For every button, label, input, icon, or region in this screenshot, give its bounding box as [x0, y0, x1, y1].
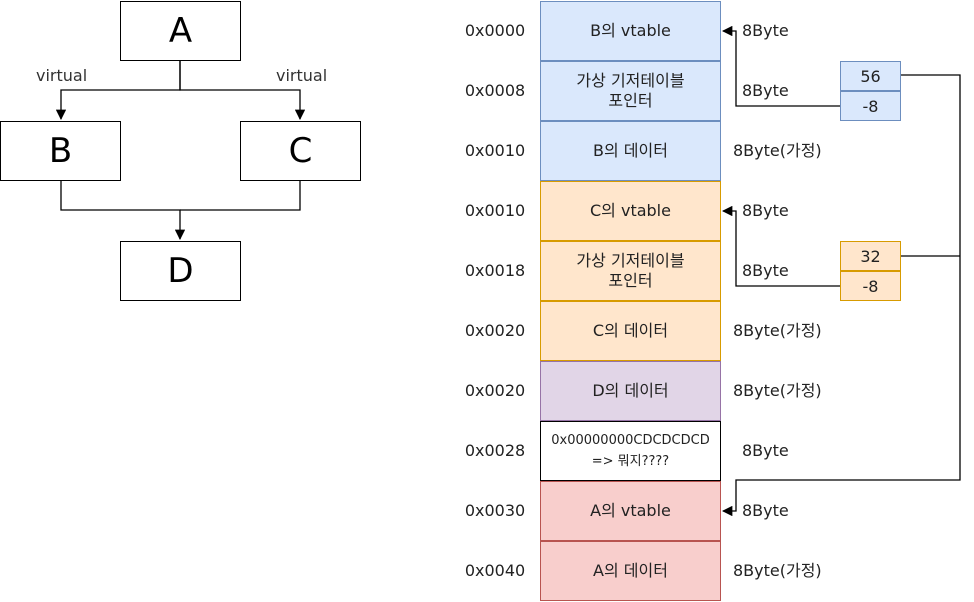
address-label: 0x0008 — [464, 81, 526, 100]
address-label: 0x0010 — [464, 141, 526, 160]
memory-cell-a-vtable: A의 vtable — [540, 481, 721, 541]
address-label: 0x0030 — [464, 501, 526, 520]
size-label: 8Byte — [742, 81, 789, 100]
class-c-box: C — [240, 121, 361, 181]
size-label: 8Byte — [742, 441, 789, 460]
memory-cell-c-data: C의 데이터 — [540, 301, 721, 361]
size-label: 8Byte — [742, 501, 789, 520]
edge-vbtable-c-back — [721, 205, 840, 287]
vbtable-c-offset-cell: 32 — [840, 241, 901, 271]
edge-c-to-d — [180, 181, 301, 211]
class-a-label: A — [168, 11, 193, 51]
memory-cell-b-vtable: B의 vtable — [540, 1, 721, 61]
memory-cell-b-vbptr: 가상 기저테이블 포인터 — [540, 61, 721, 121]
edge-a-to-c — [179, 61, 306, 121]
memory-cell-d-data: D의 데이터 — [540, 361, 721, 421]
size-label: 8Byte — [742, 201, 789, 220]
edge-offset-56-to-a — [721, 74, 961, 517]
class-b-label: B — [48, 131, 73, 171]
vbtable-b-self-cell: -8 — [840, 91, 901, 121]
virtual-label-left: virtual — [36, 66, 88, 85]
vbtable-c-self-cell: -8 — [840, 271, 901, 301]
address-label: 0x0010 — [464, 201, 526, 220]
address-label: 0x0020 — [464, 321, 526, 340]
class-a-box: A — [120, 1, 241, 61]
class-d-label: D — [167, 251, 194, 291]
memory-cell-c-vtable: C의 vtable — [540, 181, 721, 241]
size-label: 8Byte — [742, 261, 789, 280]
class-b-box: B — [0, 121, 121, 181]
address-label: 0x0020 — [464, 381, 526, 400]
address-label: 0x0028 — [464, 441, 526, 460]
size-label: 8Byte(가정) — [733, 141, 822, 160]
address-label: 0x0040 — [464, 561, 526, 580]
size-label: 8Byte(가정) — [733, 561, 822, 580]
edge-b-to-d — [60, 181, 186, 241]
memory-cell-unknown: 0x00000000CDCDCDCD => 뭐지???? — [540, 421, 721, 481]
memory-cell-b-data: B의 데이터 — [540, 121, 721, 181]
virtual-label-right: virtual — [276, 66, 328, 85]
memory-cell-a-data: A의 데이터 — [540, 541, 721, 601]
address-label: 0x0000 — [464, 21, 526, 40]
class-c-label: C — [288, 131, 313, 171]
vbtable-b-offset-cell: 56 — [840, 61, 901, 91]
class-d-box: D — [120, 241, 241, 301]
memory-cell-c-vbptr: 가상 기저테이블 포인터 — [540, 241, 721, 301]
edge-vbtable-b-back — [721, 25, 840, 107]
size-label: 8Byte(가정) — [733, 321, 822, 340]
size-label: 8Byte(가정) — [733, 381, 822, 400]
address-label: 0x0018 — [464, 261, 526, 280]
size-label: 8Byte — [742, 21, 789, 40]
